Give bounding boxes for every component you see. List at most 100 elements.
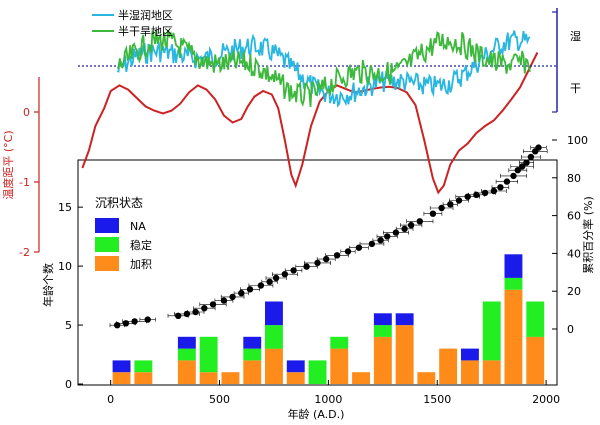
age-point-43 [519,163,526,170]
bar-aggradation-3 [199,372,218,384]
temperature-curve [81,52,539,195]
bar-stable-2 [177,348,196,361]
bar-stable-8 [308,360,327,384]
percent-tick-label-4: 80 [567,172,581,185]
age-point-18 [303,263,310,270]
bar-stable-18 [526,301,545,337]
legend-label-stable: 稳定 [130,238,152,252]
percent-tick-label-1: 20 [567,285,581,298]
percent-axis: 0 20 40 60 80 100 [552,134,588,336]
age-point-42 [514,167,521,174]
age-point-5 [183,310,191,318]
x-axis-label: 年龄 (A.D.) [288,407,345,421]
age-point-47 [535,144,542,151]
age-point-32 [438,204,445,212]
age-cumulative-points [114,144,542,329]
age-point-11 [238,289,245,297]
temperature-tick-label-1: -1 [19,176,30,189]
dry-label: 干 [570,82,581,95]
deposition-legend-title: 沉积状态 [95,196,143,210]
bar-aggradation-5 [243,360,262,384]
bar-na-7 [286,360,305,373]
age-point-3 [144,316,151,323]
percent-tick-label-0: 0 [567,323,574,336]
age-point-31 [429,210,437,217]
age-point-19 [314,259,321,267]
bar-na-17 [504,254,523,278]
age-point-1 [122,320,130,327]
x-tick-label-4: 2000 [532,393,560,406]
bar-aggradation-18 [526,336,545,384]
age-point-16 [281,271,288,278]
age-point-20 [323,255,330,263]
age-point-15 [272,274,280,282]
bar-aggradation-0 [112,372,131,384]
age-point-36 [473,191,480,198]
age-point-9 [220,297,228,304]
bar-aggradation-7 [286,372,305,384]
bar-aggradation-16 [482,360,501,384]
bar-aggradation-15 [461,360,479,384]
bar-stable-11 [373,325,392,337]
bar-na-5 [243,336,262,349]
bar-na-12 [395,313,414,326]
age-point-41 [510,172,517,180]
bar-aggradation-11 [373,336,392,384]
age-point-22 [344,248,352,255]
age-point-39 [497,184,504,191]
age-point-2 [131,318,138,325]
age-point-37 [481,189,489,197]
legend-swatch-stable [95,237,119,252]
x-axis: 0 500 1000 1500 2000 [107,380,560,406]
legend-label-na: NA [130,220,146,233]
age-point-40 [503,178,511,185]
bar-na-11 [373,313,392,326]
bar-aggradation-4 [221,372,240,384]
age-error-bars [109,145,548,328]
age-point-38 [490,187,498,195]
temperature-axis-label: 温度距平 (°C) [1,130,15,199]
count-tick-label-2: 10 [58,260,72,273]
count-tick-label-3: 15 [58,201,72,214]
percent-tick-label-3: 60 [567,210,581,223]
histogram-bars [112,254,545,384]
age-point-26 [384,233,391,240]
age-point-0 [114,322,121,329]
age-point-23 [355,244,363,251]
x-tick-label-0: 0 [107,393,114,406]
age-point-13 [257,282,265,289]
bar-aggradation-12 [395,325,414,384]
bar-stable-17 [504,277,523,290]
x-tick-label-3: 1500 [423,393,451,406]
age-point-28 [401,225,408,232]
semi-arid-curve [116,29,531,108]
temperature-axis: 0 -1 -2 [19,77,40,259]
age-point-7 [201,305,208,312]
age-point-35 [464,193,471,200]
age-point-10 [229,293,236,301]
bar-aggradation-1 [134,372,153,384]
count-tick-label-1: 5 [65,319,72,332]
legend-label-semi-arid: 半干旱地区 [118,24,173,38]
bar-stable-9 [330,336,349,349]
bar-aggradation-13 [417,372,436,384]
bar-stable-1 [134,360,153,373]
age-point-6 [192,308,199,316]
moisture-legend: 半湿润地区 半干旱地区 [92,8,173,38]
x-tick-label-1: 500 [209,393,230,406]
bar-aggradation-10 [352,372,370,384]
age-point-27 [392,229,400,236]
age-point-25 [377,237,384,244]
age-point-17 [290,267,297,274]
legend-swatch-na [95,218,119,233]
bar-aggradation-9 [330,348,349,384]
percent-axis-label: 累积百分率 (%) [581,196,595,274]
bar-na-15 [461,348,479,361]
age-point-30 [416,218,423,225]
age-point-24 [368,240,376,248]
age-point-12 [246,286,254,293]
legend-label-semi-humid: 半湿润地区 [118,8,173,22]
age-point-33 [447,201,454,208]
count-tick-label-0: 0 [65,378,72,391]
